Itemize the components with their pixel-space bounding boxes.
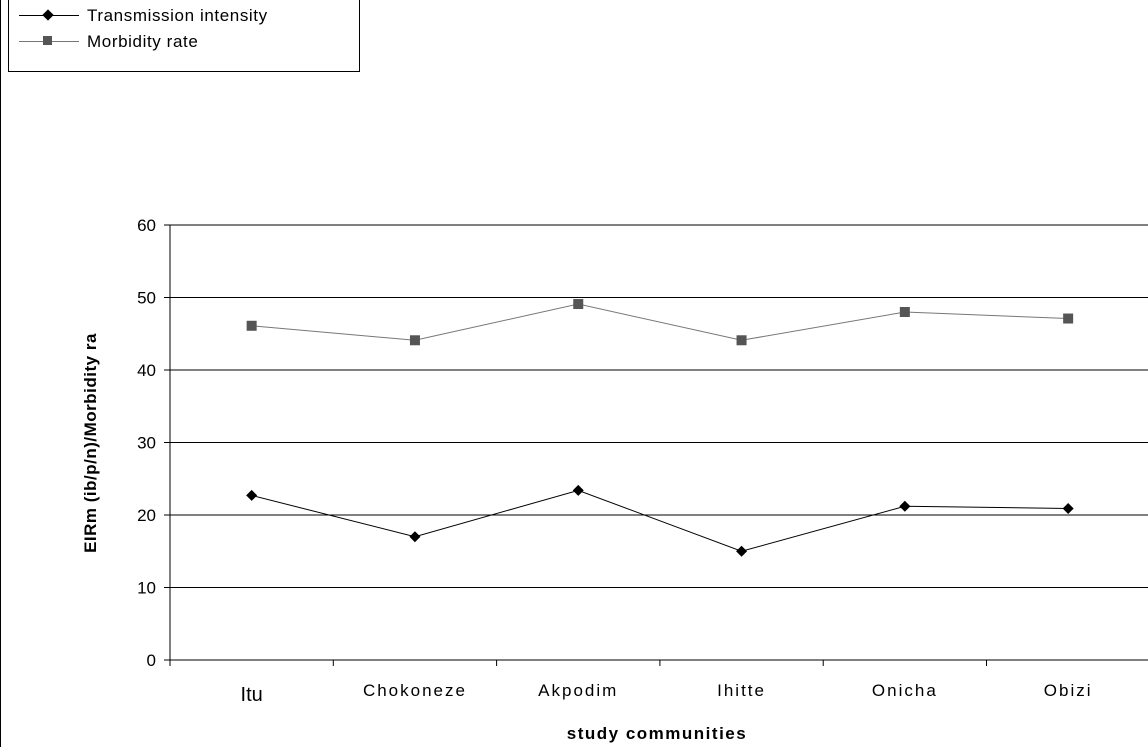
- y-tick-label: 50: [137, 289, 156, 308]
- data-point: [409, 531, 421, 543]
- y-tick-label: 40: [137, 361, 156, 380]
- series-line: [251, 303, 1069, 341]
- data-point: [573, 299, 584, 310]
- legend-item-morbidity-rate: Morbidity rate: [9, 30, 359, 54]
- x-tick-label: Itu: [241, 684, 263, 706]
- legend-label: Transmission intensity: [87, 6, 268, 25]
- data-point: [899, 307, 910, 317]
- x-tick-label: Chokoneze: [363, 681, 467, 700]
- gridlines: [170, 224, 1148, 588]
- series-group: [246, 299, 1074, 557]
- y-tick-label: 30: [137, 434, 156, 453]
- data-point: [1062, 502, 1074, 514]
- x-tick-labels: Itu Chokoneze Akpodim Ihitte Onicha Obizi: [241, 681, 1093, 706]
- legend: Transmission intensity Morbidity rate: [8, 0, 360, 72]
- x-tick-label: Ihitte: [717, 681, 766, 700]
- series-0: [246, 484, 1074, 557]
- x-axis-label: study communities: [567, 724, 747, 743]
- series-line: [251, 489, 1069, 552]
- axes: [164, 224, 1148, 666]
- diamond-marker-icon: [42, 9, 54, 21]
- y-tick-label: 10: [137, 579, 156, 598]
- x-tick-label: Akpodim: [538, 681, 618, 700]
- data-point: [246, 320, 257, 331]
- data-point: [246, 489, 258, 501]
- square-marker-icon: [42, 35, 54, 47]
- legend-item-transmission-intensity: Transmission intensity: [9, 4, 359, 28]
- data-point: [736, 335, 747, 346]
- y-tick-labels: 0 10 20 30 40 50 60: [137, 216, 156, 670]
- data-point: [1063, 313, 1074, 324]
- data-point: [899, 500, 911, 512]
- data-point: [572, 484, 584, 496]
- data-point: [409, 335, 420, 346]
- x-tick-label: Onicha: [872, 681, 938, 700]
- y-tick-label: 0: [147, 651, 156, 670]
- series-1: [246, 299, 1074, 346]
- y-tick-label: 60: [137, 216, 156, 235]
- y-tick-label: 20: [137, 506, 156, 525]
- x-tick-label: Obizi: [1044, 681, 1093, 700]
- legend-label: Morbidity rate: [87, 32, 199, 51]
- data-point: [736, 545, 748, 557]
- y-axis-label: EIRm (ib/p/n)/Morbidity ra: [81, 333, 100, 553]
